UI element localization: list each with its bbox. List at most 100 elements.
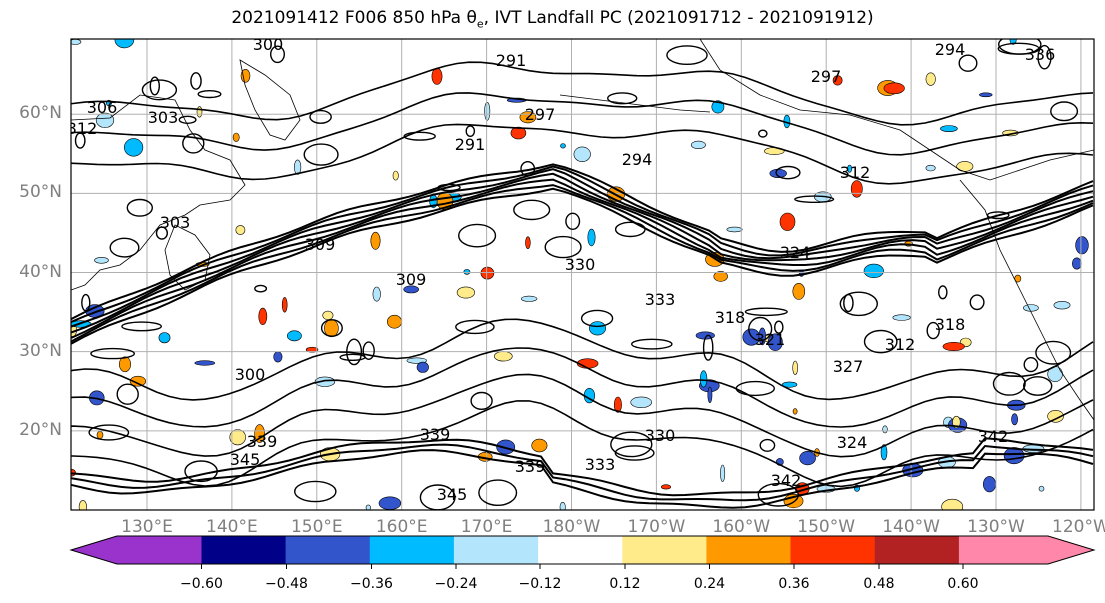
closed-contour xyxy=(748,316,773,342)
field-blob xyxy=(531,438,548,453)
field-blob xyxy=(925,72,936,86)
colorbar-segment xyxy=(874,536,960,564)
contour-line xyxy=(71,373,1094,458)
closed-contour xyxy=(759,438,776,452)
field-blob xyxy=(559,501,566,510)
field-blob xyxy=(713,271,728,282)
field-blob xyxy=(392,170,399,181)
closed-contour xyxy=(270,45,286,64)
closed-contour xyxy=(141,79,178,101)
closed-contour xyxy=(992,371,1026,396)
field-blob xyxy=(892,314,911,321)
field-blob xyxy=(119,356,132,373)
field-blob xyxy=(560,143,566,149)
contour-label: 312 xyxy=(67,119,98,138)
contour-label: 345 xyxy=(230,450,261,469)
closed-contour xyxy=(81,293,91,312)
field-blob xyxy=(484,102,491,121)
colorbar-segment xyxy=(117,536,202,564)
contour-label: 330 xyxy=(565,255,596,274)
contour-label: 312 xyxy=(840,163,871,182)
contour-label: 309 xyxy=(305,235,336,254)
closed-contour xyxy=(565,212,581,231)
contour-label: 291 xyxy=(496,51,527,70)
field-blob xyxy=(1053,301,1071,310)
closed-contour xyxy=(758,129,768,138)
field-blob xyxy=(372,286,381,302)
closed-contour xyxy=(109,237,140,258)
contour-label: 339 xyxy=(247,432,278,451)
closed-contour xyxy=(1037,44,1052,70)
field-blob xyxy=(767,333,783,351)
closed-contour xyxy=(478,479,518,507)
field-blob xyxy=(882,425,888,434)
field-blob xyxy=(799,451,816,466)
closed-contour xyxy=(744,307,788,317)
lon-label: 160°E xyxy=(375,517,428,537)
field-blob xyxy=(883,82,905,95)
field-blob xyxy=(863,263,884,279)
field-blob xyxy=(573,146,591,163)
field-blob xyxy=(720,464,726,482)
field-blob xyxy=(124,138,144,157)
contour-line xyxy=(71,61,1094,126)
contour-label: 318 xyxy=(715,308,746,327)
lon-label: 180°W xyxy=(542,517,601,537)
closed-contour xyxy=(544,235,582,259)
lon-label: 150°W xyxy=(797,517,856,537)
closed-contour xyxy=(997,42,1040,55)
field-blob xyxy=(294,159,302,175)
contour-line xyxy=(71,443,1094,502)
field-blob xyxy=(194,360,216,366)
field-blob xyxy=(952,415,961,429)
closed-contour xyxy=(320,319,343,337)
map-frame xyxy=(70,38,1095,511)
closed-contour xyxy=(293,480,337,503)
contour-line xyxy=(71,92,1094,156)
coast-aleutians xyxy=(559,94,711,113)
field-blob xyxy=(1072,257,1082,270)
lon-label: 150°E xyxy=(290,517,343,537)
field-blob xyxy=(1038,485,1045,492)
closed-contour xyxy=(126,198,154,217)
contour-label: 297 xyxy=(811,67,842,86)
closed-contour xyxy=(520,160,536,177)
closed-contour xyxy=(938,285,948,300)
field-blob xyxy=(254,424,265,443)
lon-label: 170°E xyxy=(460,517,513,537)
coast-kamchatka xyxy=(239,59,301,141)
closed-contour xyxy=(90,347,135,360)
contour-labels: 300 291 297 294 306 303 312 291 297 294 309 330 333 3… xyxy=(67,39,1055,504)
field-blob xyxy=(456,286,476,299)
closed-contour xyxy=(470,391,493,410)
field-blob xyxy=(925,164,936,172)
colorbar-segment xyxy=(622,536,707,564)
field-blob xyxy=(370,231,381,250)
closed-contour xyxy=(362,341,375,361)
contour-label: 321 xyxy=(755,330,786,349)
closed-contour xyxy=(458,223,497,248)
contour-label: 318 xyxy=(935,315,966,334)
closed-contour xyxy=(1050,101,1079,122)
contour-line xyxy=(71,165,1094,324)
contour-line xyxy=(71,318,1094,401)
field-blob xyxy=(956,161,974,172)
field-blob xyxy=(979,92,993,98)
colorbar-tick-label: −0.36 xyxy=(350,576,393,592)
contour-line xyxy=(71,347,1094,428)
lon-label: 170°W xyxy=(627,517,686,537)
field-blob xyxy=(286,330,302,342)
colorbar-tick-label: 0.36 xyxy=(778,576,810,592)
field-blob xyxy=(880,444,888,461)
contour-label: 333 xyxy=(645,290,676,309)
field-blob xyxy=(281,297,288,313)
plot-title: 2021091412 F006 850 hPa θe, IVT Landfall… xyxy=(231,8,874,31)
colorbar-tick-label: −0.24 xyxy=(434,576,478,592)
closed-contour xyxy=(303,143,339,166)
closed-contour xyxy=(184,460,218,483)
contour-label: 342 xyxy=(978,427,1009,446)
contour-line xyxy=(71,449,1094,509)
field-blob xyxy=(240,69,251,83)
contour-label: 300 xyxy=(235,365,266,384)
